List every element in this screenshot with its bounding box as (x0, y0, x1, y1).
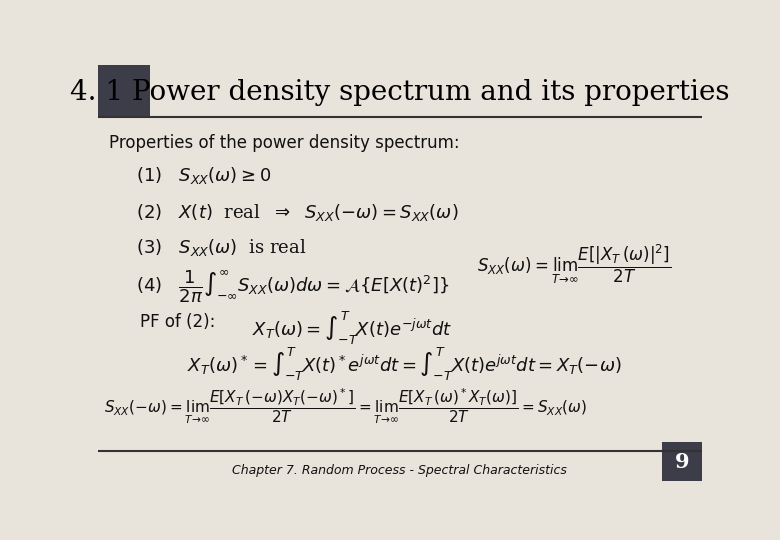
Text: $S_{XX}(\omega) = \lim_{T \to \infty} \dfrac{E[|X_T(\omega)|^2]}{2T}$: $S_{XX}(\omega) = \lim_{T \to \infty} \d… (477, 242, 672, 286)
Text: $S_{XX}(-\omega) = \lim_{T \to \infty} \dfrac{E[X_T(-\omega)X_T(-\omega)^*]}{2T}: $S_{XX}(-\omega) = \lim_{T \to \infty} \… (104, 387, 587, 427)
Text: $(3)$   $S_{XX}(\omega)$  is real: $(3)$ $S_{XX}(\omega)$ is real (136, 237, 307, 258)
Text: $X_T(\omega) = \int_{-T}^{T} X(t)e^{-j\omega t}dt$: $X_T(\omega) = \int_{-T}^{T} X(t)e^{-j\o… (253, 309, 452, 347)
Text: $(1)$   $S_{XX}(\omega) \geq 0$: $(1)$ $S_{XX}(\omega) \geq 0$ (136, 165, 271, 186)
Text: Chapter 7. Random Process - Spectral Characteristics: Chapter 7. Random Process - Spectral Cha… (232, 464, 567, 477)
Text: 9: 9 (675, 452, 690, 472)
Text: 4. 1 Power density spectrum and its properties: 4. 1 Power density spectrum and its prop… (70, 79, 729, 106)
Bar (661, 442, 702, 481)
Text: $(2)$   $X(t)$  real  $\Rightarrow$  $S_{XX}(-\omega) = S_{XX}(\omega)$: $(2)$ $X(t)$ real $\Rightarrow$ $S_{XX}(… (136, 202, 459, 223)
Text: Properties of the power density spectrum:: Properties of the power density spectrum… (109, 134, 459, 152)
Text: $X_T(\omega)^* = \int_{-T}^{T} X(t)^* e^{j\omega t}dt = \int_{-T}^{T} X(t)e^{j\o: $X_T(\omega)^* = \int_{-T}^{T} X(t)^* e^… (186, 346, 621, 383)
Text: $(4)$   $\dfrac{1}{2\pi}\int_{-\infty}^{\infty} S_{XX}(\omega)d\omega = \mathcal: $(4)$ $\dfrac{1}{2\pi}\int_{-\infty}^{\i… (136, 269, 450, 305)
Text: PF of (2):: PF of (2): (140, 313, 215, 330)
Bar (98, 65, 151, 117)
